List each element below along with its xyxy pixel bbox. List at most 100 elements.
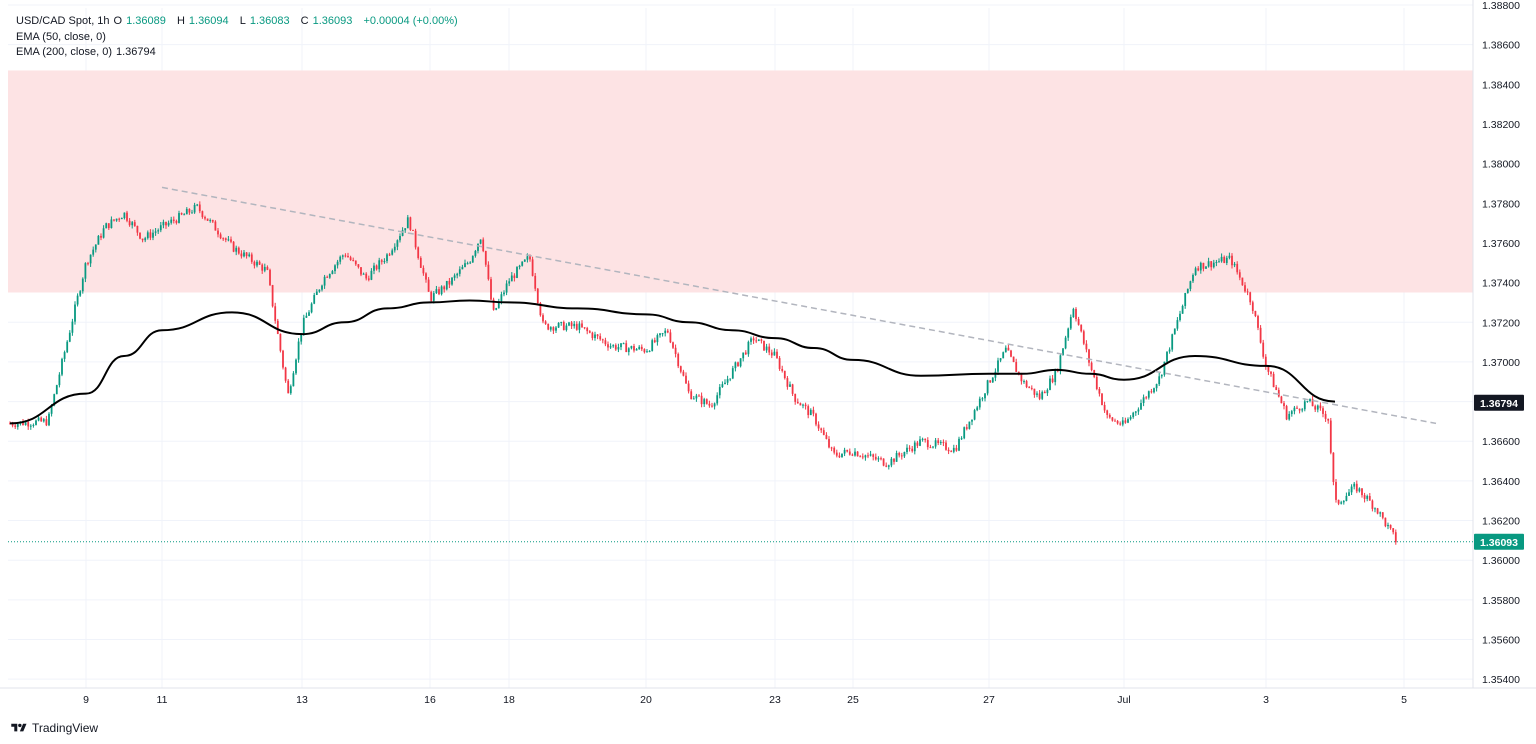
candle-body — [1311, 399, 1314, 407]
ema50-row[interactable]: EMA (50, close, 0) — [16, 30, 462, 46]
candle-body — [1010, 350, 1012, 357]
candle-body — [851, 454, 854, 456]
symbol-title[interactable]: USD/CAD Spot, 1h — [16, 15, 110, 27]
candle-body — [986, 380, 989, 394]
candle-body — [328, 273, 331, 278]
time-tick-label: 11 — [157, 694, 168, 706]
price-tick-label: 1.36200 — [1482, 516, 1520, 528]
candle-body — [284, 367, 287, 381]
candle-body — [945, 442, 947, 450]
candle-body — [157, 230, 160, 232]
candle-body — [339, 256, 342, 262]
candle-body — [887, 465, 890, 467]
candle-body — [1329, 420, 1332, 453]
candle-body — [989, 380, 992, 383]
candle-body — [1241, 277, 1244, 286]
candle-body — [1384, 517, 1387, 527]
tradingview-branding[interactable]: TradingView — [10, 721, 98, 735]
candle-body — [237, 247, 240, 254]
time-tick-label: 5 — [1401, 694, 1407, 706]
candle-body — [27, 422, 30, 427]
candle-body — [1368, 496, 1371, 501]
candle-body — [724, 382, 726, 385]
candle-body — [136, 225, 139, 233]
price-tags: 1.36794 1.36093 — [1474, 394, 1524, 550]
low-value: 1.36083 — [249, 15, 290, 27]
candle-body — [1043, 391, 1046, 394]
candle-body — [1127, 419, 1129, 423]
candle-body — [534, 275, 537, 289]
candle-body — [672, 342, 674, 348]
candle-body — [835, 452, 838, 456]
candle-body — [1088, 349, 1090, 363]
candle-body — [531, 259, 534, 276]
candle-body — [365, 273, 368, 279]
candle-body — [482, 239, 485, 252]
candle-body — [313, 295, 316, 304]
candle-body — [1272, 373, 1275, 388]
candle-body — [542, 315, 544, 322]
candle-body — [334, 265, 336, 272]
candle-body — [1392, 528, 1395, 533]
candle-body — [354, 260, 357, 265]
candle-body — [549, 327, 552, 330]
candle-body — [1233, 263, 1236, 266]
candle-body — [266, 266, 269, 270]
candle-body — [425, 273, 427, 280]
candle-body — [1108, 414, 1111, 418]
price-tick-label: 1.36600 — [1482, 436, 1520, 448]
candle-body — [1301, 409, 1304, 411]
candle-body — [1077, 319, 1080, 325]
candle-body — [635, 349, 638, 351]
candle-body — [323, 276, 326, 286]
candle-body — [776, 351, 778, 359]
candle-body — [1103, 404, 1106, 411]
candle-body — [128, 220, 131, 226]
candle-body — [159, 225, 162, 231]
candle-body — [224, 238, 227, 240]
candle-body — [45, 419, 48, 426]
candle-body — [87, 263, 89, 265]
close-value: 1.36093 — [312, 15, 353, 27]
candle-body — [755, 340, 758, 342]
candle-body — [1303, 401, 1306, 410]
candle-body — [1374, 508, 1376, 510]
candle-body — [443, 286, 446, 290]
candle-body — [653, 340, 656, 343]
change-value: +0.00004 (+0.00%) — [363, 15, 458, 27]
candle-body — [625, 343, 628, 353]
candle-body — [726, 379, 729, 383]
candle-body — [1098, 388, 1101, 394]
candle-body — [1379, 512, 1382, 514]
ema200-row[interactable]: EMA (200, close, 0) 1.36794 — [16, 45, 462, 61]
candle-body — [539, 303, 542, 316]
tradingview-logo-icon — [11, 723, 27, 732]
candle-body — [490, 279, 492, 300]
candle-body — [547, 323, 550, 330]
candle-body — [1015, 362, 1018, 372]
candle-body — [976, 407, 979, 411]
candle-body — [716, 395, 719, 404]
candle-body — [809, 409, 812, 416]
candle-body — [1228, 255, 1231, 258]
candle-body — [1121, 420, 1124, 425]
candle-body — [1036, 393, 1038, 395]
candle-body — [1327, 418, 1330, 421]
candle-body — [575, 323, 578, 330]
candle-body — [708, 403, 711, 406]
candle-body — [1002, 352, 1005, 359]
candle-body — [950, 451, 953, 453]
candle-body — [1199, 262, 1202, 271]
candle-body — [960, 438, 963, 440]
candle-body — [562, 322, 565, 331]
candle-body — [721, 384, 724, 388]
candle-body — [750, 338, 752, 342]
candle-body — [1218, 261, 1220, 263]
candle-body — [276, 320, 279, 334]
candle-body — [503, 292, 505, 295]
candle-body — [217, 230, 219, 235]
candle-body — [375, 265, 378, 270]
candle-body — [1049, 378, 1051, 390]
candle-body — [552, 327, 555, 331]
